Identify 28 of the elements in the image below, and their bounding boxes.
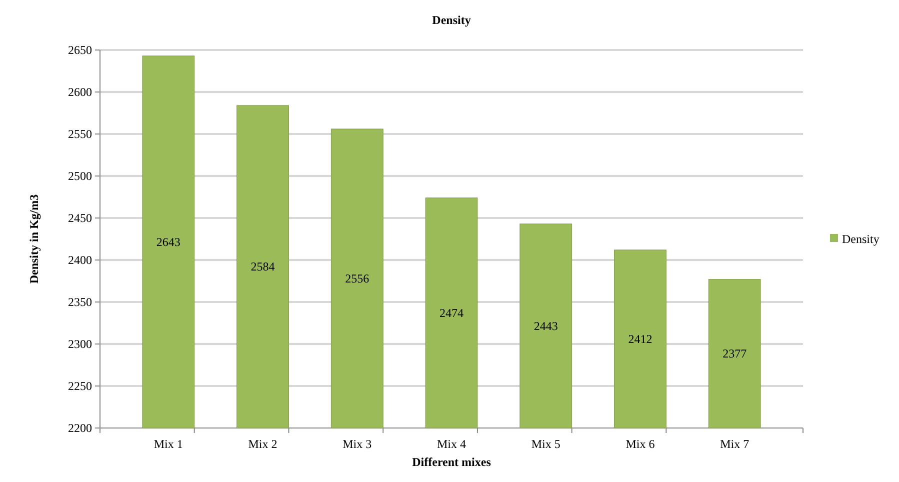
x-axis-title: Different mixes: [412, 455, 492, 469]
y-tick-label: 2300: [68, 337, 92, 351]
y-tick-label: 2200: [68, 421, 92, 435]
data-label: 2556: [345, 271, 370, 286]
y-tick-label: 2500: [68, 169, 92, 183]
x-tick-label: Mix 7: [720, 437, 750, 451]
data-label: 2443: [534, 318, 558, 333]
data-label: 2643: [156, 234, 180, 249]
x-tick-label: Mix 3: [342, 437, 372, 451]
data-label: 2474: [440, 306, 464, 320]
x-tick-label: Mix 6: [626, 437, 655, 451]
y-tick-label: 2550: [68, 127, 92, 141]
x-tick-label: Mix 5: [531, 437, 560, 451]
x-tick-label: Mix 4: [436, 437, 466, 451]
y-axis-title: Density in Kg/m3: [27, 194, 41, 284]
y-tick-label: 2600: [68, 85, 92, 99]
data-label: 2412: [628, 332, 652, 346]
y-tick-label: 2450: [68, 211, 92, 225]
x-tick-label: Mix 1: [154, 437, 183, 451]
y-tick-label: 2350: [68, 295, 92, 309]
y-tick-label: 2650: [68, 43, 92, 57]
chart-title: Density: [432, 13, 471, 27]
data-label: 2377: [722, 346, 747, 361]
y-tick-label: 2250: [68, 379, 92, 393]
legend-label: Density: [842, 232, 880, 246]
y-tick-label: 2400: [68, 253, 92, 267]
x-tick-label: Mix 2: [248, 437, 278, 451]
data-label: 2584: [250, 260, 275, 274]
